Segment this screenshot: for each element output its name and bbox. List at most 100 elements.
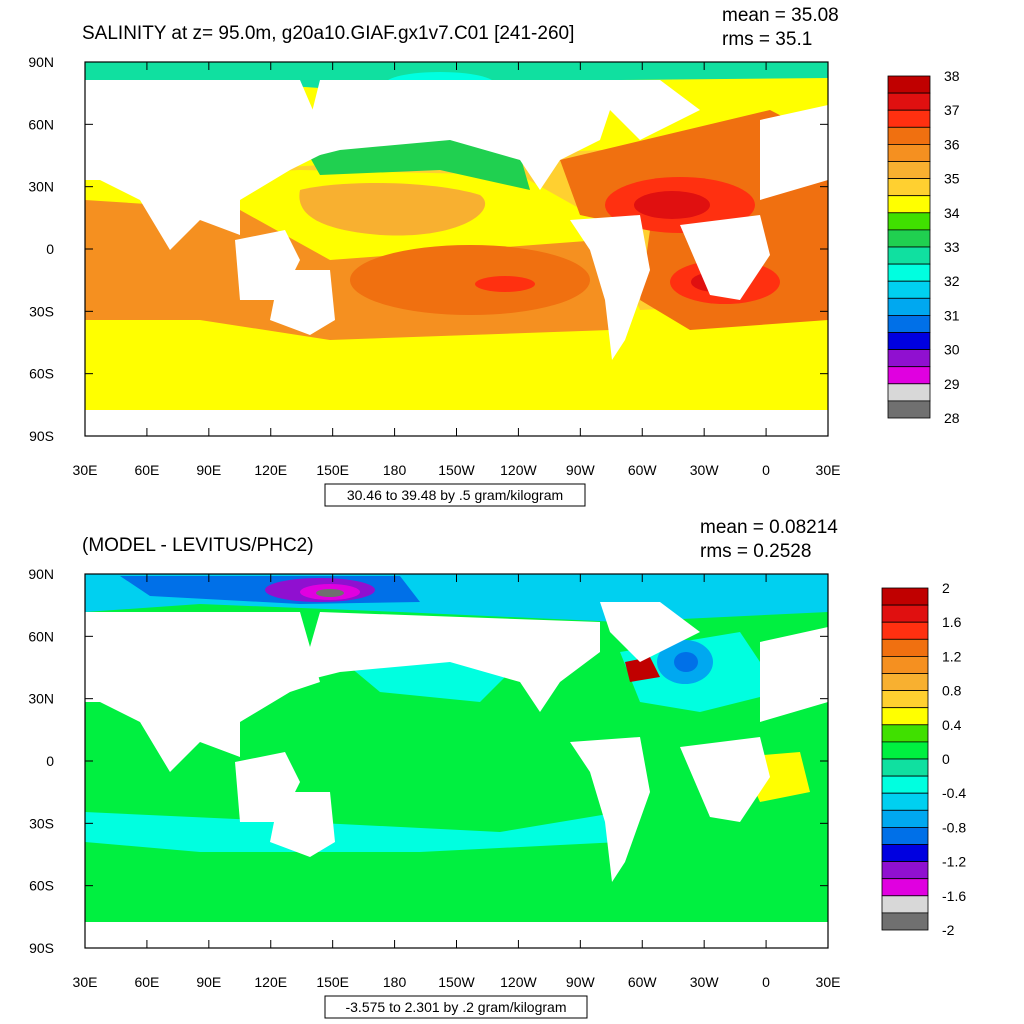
region-south-pacific-max bbox=[475, 276, 535, 292]
colorbar-swatch bbox=[881, 707, 929, 726]
colorbar-label: -0.4 bbox=[942, 785, 966, 801]
x-tick-label: 60W bbox=[628, 974, 658, 990]
y-tick-label: 30N bbox=[28, 179, 54, 195]
x-tick-label: 30E bbox=[73, 974, 98, 990]
colorbar: 2 1.6 1.2 0.8 0.4 0 -0.4 -0.8 -1.2 -1.6 -2 bbox=[881, 580, 966, 938]
colorbar-swatch bbox=[881, 861, 929, 880]
x-tick-label: 60W bbox=[628, 462, 658, 478]
colorbar-swatch bbox=[881, 895, 929, 914]
region-cyan-south bbox=[85, 812, 620, 852]
x-tick-label: 120W bbox=[500, 974, 537, 990]
colorbar-swatch bbox=[881, 638, 929, 657]
y-tick-label: 90N bbox=[28, 54, 54, 70]
y-axis: 90N 60N 30N 0 30S 60S 90S bbox=[28, 566, 828, 956]
y-tick-label: 90S bbox=[29, 940, 54, 956]
colorbar-swatch bbox=[887, 297, 931, 316]
colorbar-label: 32 bbox=[944, 273, 960, 289]
y-tick-label: 30S bbox=[29, 303, 54, 319]
chart-title: (MODEL - LEVITUS/PHC2) bbox=[82, 535, 314, 556]
colorbar-swatch bbox=[887, 349, 931, 368]
region-north-atlantic-max bbox=[634, 191, 710, 219]
x-tick-label: 30W bbox=[690, 462, 720, 478]
colorbar-swatch bbox=[887, 229, 931, 248]
colorbar-swatch bbox=[887, 109, 931, 128]
region-arctic-min bbox=[316, 589, 344, 597]
x-tick-label: 90E bbox=[196, 462, 221, 478]
x-tick-label: 90W bbox=[566, 462, 596, 478]
colorbar-label: 37 bbox=[944, 102, 960, 118]
colorbar-label: 29 bbox=[944, 376, 960, 392]
y-tick-label: 60S bbox=[29, 366, 54, 382]
salinity-map bbox=[85, 62, 828, 436]
colorbar-swatch bbox=[887, 314, 931, 333]
x-tick-label: 30E bbox=[816, 462, 841, 478]
y-tick-label: 90S bbox=[29, 428, 54, 444]
colorbar-swatch bbox=[881, 775, 929, 794]
colorbar-swatch bbox=[887, 246, 931, 265]
y-tick-label: 0 bbox=[46, 241, 54, 257]
x-tick-label: 180 bbox=[383, 974, 407, 990]
region-south-pacific-high bbox=[350, 245, 590, 315]
y-tick-label: 60N bbox=[28, 116, 54, 132]
colorbar-label: 0 bbox=[942, 751, 950, 767]
y-tick-label: 0 bbox=[46, 753, 54, 769]
x-tick-label: 150E bbox=[316, 974, 349, 990]
colorbar-label: 38 bbox=[944, 68, 960, 84]
difference-map bbox=[85, 574, 828, 948]
colorbar-swatch bbox=[887, 383, 931, 402]
region-north-pacific-36 bbox=[299, 183, 486, 236]
colorbar-label: 33 bbox=[944, 239, 960, 255]
colorbar-swatch bbox=[881, 844, 929, 863]
colorbar-swatch bbox=[887, 92, 931, 111]
region-gulf-stream bbox=[625, 657, 660, 682]
colorbar-swatch bbox=[881, 809, 929, 828]
x-tick-label: 150W bbox=[438, 462, 475, 478]
colorbar-label: 1.2 bbox=[942, 648, 962, 664]
colorbar-swatch bbox=[887, 212, 931, 231]
difference-chart: (MODEL - LEVITUS/PHC2) mean = 0.08214 rm… bbox=[28, 517, 966, 1019]
colorbar-label: -0.8 bbox=[942, 819, 966, 835]
x-axis: 30E 60E 90E 120E 150E 180 150W 120W 90W 60W 30W 0 30… bbox=[73, 62, 841, 478]
mean-label: mean = 0.08214 bbox=[700, 517, 838, 538]
colorbar-swatch bbox=[887, 161, 931, 180]
colorbar-label: -2 bbox=[942, 922, 955, 938]
colorbar-swatch bbox=[887, 366, 931, 385]
x-tick-label: 30E bbox=[816, 974, 841, 990]
chart-title: SALINITY at z= 95.0m, g20a10.GIAF.gx1v7.… bbox=[82, 23, 574, 44]
y-tick-label: 90N bbox=[28, 566, 54, 582]
colorbar-label: 0.4 bbox=[942, 717, 962, 733]
x-tick-label: 60E bbox=[134, 974, 159, 990]
region-southern-ocean bbox=[85, 340, 828, 410]
x-tick-label: 0 bbox=[762, 974, 770, 990]
range-label: 30.46 to 39.48 by .5 gram/kilogram bbox=[347, 487, 563, 503]
colorbar-swatch bbox=[887, 75, 931, 94]
colorbar-label: 1.6 bbox=[942, 614, 962, 630]
x-tick-label: 90E bbox=[196, 974, 221, 990]
colorbar-swatch bbox=[887, 332, 931, 351]
x-tick-label: 150W bbox=[438, 974, 475, 990]
colorbar-label: 0.8 bbox=[942, 683, 962, 699]
colorbar-swatch bbox=[881, 587, 929, 606]
colorbar-swatch bbox=[887, 126, 931, 145]
colorbar-swatch bbox=[881, 878, 929, 897]
x-tick-label: 120W bbox=[500, 462, 537, 478]
colorbar-swatch bbox=[887, 400, 931, 419]
colorbar-swatch bbox=[881, 621, 929, 640]
colorbar-swatch bbox=[881, 690, 929, 709]
salinity-chart: SALINITY at z= 95.0m, g20a10.GIAF.gx1v7.… bbox=[28, 5, 960, 507]
x-tick-label: 120E bbox=[254, 974, 287, 990]
colorbar-label: 31 bbox=[944, 307, 960, 323]
x-tick-label: 150E bbox=[316, 462, 349, 478]
x-tick-label: 60E bbox=[134, 462, 159, 478]
colorbar-label: 2 bbox=[942, 580, 950, 596]
colorbar-swatch bbox=[887, 178, 931, 197]
colorbar: 38 37 36 35 34 33 32 31 30 29 28 bbox=[887, 68, 960, 426]
colorbar-swatch bbox=[887, 263, 931, 282]
colorbar-label: 35 bbox=[944, 171, 960, 187]
y-tick-label: 30N bbox=[28, 691, 54, 707]
y-tick-label: 60N bbox=[28, 628, 54, 644]
colorbar-swatch bbox=[881, 912, 929, 931]
colorbar-swatch bbox=[887, 143, 931, 162]
y-tick-label: 60S bbox=[29, 878, 54, 894]
colorbar-swatch bbox=[881, 826, 929, 845]
